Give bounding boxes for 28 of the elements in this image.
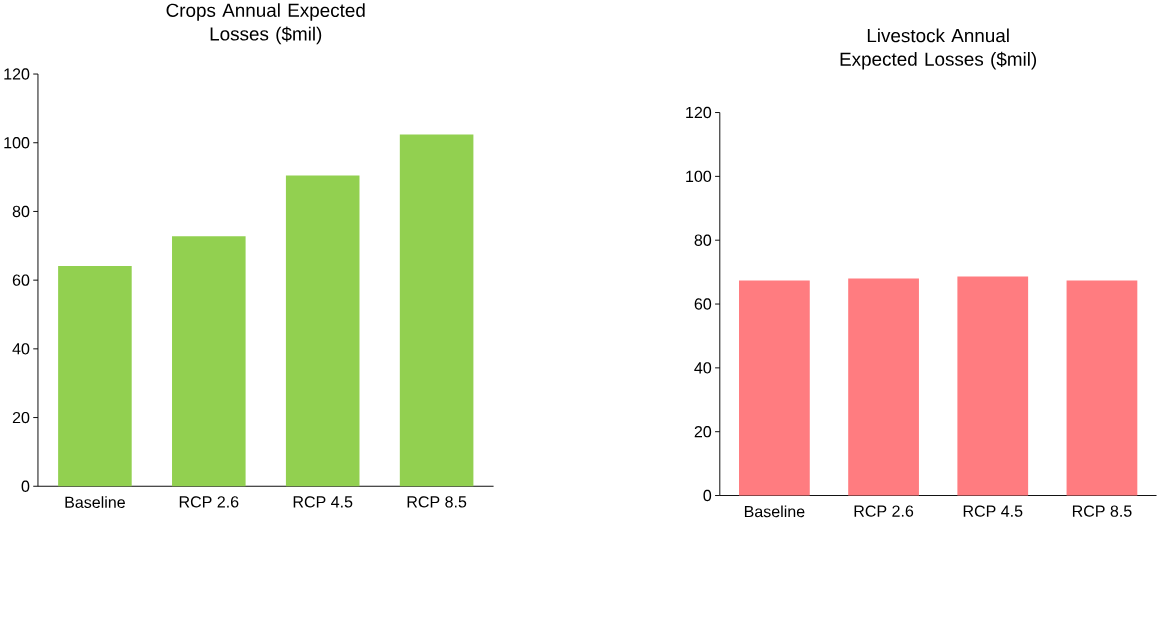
- y-tick-label: 40: [12, 343, 30, 355]
- x-tick-label: RCP 2.6: [854, 505, 914, 517]
- y-tick-label: 100: [686, 170, 712, 183]
- x-tick-label: RCP 2.6: [179, 496, 239, 508]
- y-tick-label: 80: [694, 234, 712, 246]
- bar: [399, 134, 474, 487]
- y-tick-label: 0: [703, 489, 712, 502]
- bar: [58, 266, 132, 487]
- x-tick-label: RCP 8.5: [1072, 505, 1132, 517]
- x-tick-label: Baseline: [65, 496, 125, 509]
- x-tick-label: Baseline: [744, 505, 805, 518]
- x-tick-label: RCP 4.5: [293, 496, 353, 508]
- y-tick-label: 100: [4, 137, 30, 149]
- y-tick-label: 20: [694, 426, 712, 438]
- x-tick-label: RCP 8.5: [407, 496, 467, 508]
- x-tick-label: RCP 4.5: [963, 505, 1023, 517]
- y-tick-label: 60: [694, 298, 712, 310]
- y-tick-label: 120: [686, 106, 712, 119]
- chart-title: Livestock Annual Expected Losses ($mil): [840, 28, 1037, 70]
- bar: [285, 175, 360, 487]
- y-tick-label: 80: [12, 205, 30, 218]
- y-tick-label: 40: [694, 362, 712, 374]
- y-tick-label: 60: [12, 274, 30, 286]
- bar: [172, 236, 246, 487]
- y-tick-label: 0: [21, 480, 30, 493]
- y-tick-label: 20: [12, 411, 30, 424]
- chart-title: Crops Annual Expected Losses ($mil): [166, 3, 365, 45]
- y-tick-label: 120: [4, 68, 30, 80]
